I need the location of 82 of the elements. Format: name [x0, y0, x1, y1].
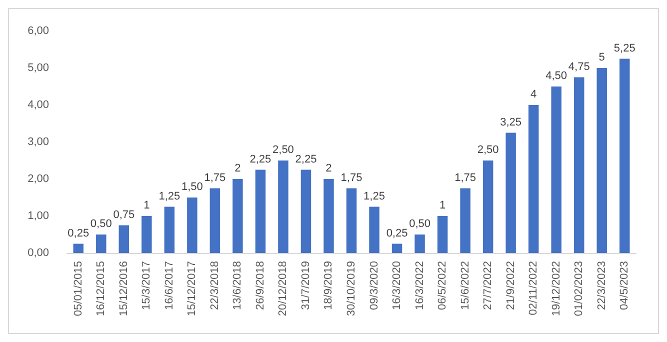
x-tick-label: 16/6/2017 — [163, 261, 176, 310]
x-tick-label: 21/9/2022 — [504, 261, 517, 310]
data-label: 1 — [144, 200, 150, 212]
bar — [506, 132, 516, 253]
x-tick-label: 09/3/2020 — [368, 261, 380, 310]
bar — [300, 170, 312, 253]
bar — [346, 188, 357, 253]
bar — [278, 160, 288, 253]
data-label: 3,25 — [500, 116, 522, 128]
bar — [392, 244, 402, 253]
x-tick-label: 16/12/2015 — [95, 261, 108, 316]
y-tick-label: 1,00 — [28, 210, 49, 222]
x-tick-label: 16/3/2022 — [414, 261, 426, 310]
bar — [210, 188, 220, 253]
y-tick-label: 3,00 — [28, 136, 49, 148]
y-tick-label: 4,00 — [28, 99, 49, 111]
y-tick-label: 5,00 — [28, 62, 49, 74]
data-label: 0,50 — [409, 218, 430, 230]
x-tick-label: 30/10/2019 — [346, 261, 358, 316]
data-label: 2 — [326, 162, 332, 174]
bar — [482, 160, 494, 253]
x-tick-label: 18/9/2019 — [322, 261, 335, 310]
bar — [164, 206, 175, 253]
bar — [118, 225, 130, 253]
x-tick-label: 19/12/2022 — [550, 261, 562, 316]
data-label: 5 — [598, 52, 605, 64]
x-tick-label: 26/9/2018 — [254, 261, 266, 310]
bar — [414, 234, 425, 253]
bar — [460, 188, 470, 253]
x-tick-label: 27/7/2022 — [482, 261, 494, 310]
bar — [232, 179, 243, 253]
bar — [96, 234, 106, 253]
data-label: 2 — [234, 162, 241, 174]
bar — [528, 105, 539, 253]
data-label: 0,50 — [90, 218, 112, 230]
bar — [574, 77, 584, 253]
data-label: 4,50 — [546, 70, 568, 82]
bar — [324, 179, 334, 253]
data-label: 2,25 — [250, 153, 272, 166]
x-tick-label: 31/7/2019 — [300, 261, 312, 310]
data-label: 4,75 — [568, 60, 590, 73]
data-label: 0,25 — [386, 227, 408, 240]
data-label: 1,75 — [454, 172, 476, 184]
data-label: 1,50 — [181, 181, 203, 193]
x-tick-label: 22/3/2018 — [208, 261, 221, 310]
x-tick-label: 15/12/2017 — [186, 261, 198, 316]
y-tick-label: 0,00 — [28, 247, 49, 259]
data-label: 4 — [530, 88, 537, 100]
data-label: 1,75 — [340, 172, 362, 184]
x-tick-label: 13/6/2018 — [232, 261, 244, 310]
bar — [551, 86, 562, 253]
data-label: 0,25 — [68, 227, 90, 240]
data-label: 5,25 — [614, 42, 636, 54]
x-tick-label: 02/11/2022 — [528, 261, 540, 316]
x-tick-label: 15/6/2022 — [459, 261, 472, 310]
data-label: 1,25 — [364, 190, 385, 202]
x-tick-label: 15/3/2017 — [140, 261, 153, 310]
data-label: 1,25 — [158, 190, 180, 202]
bar — [620, 58, 630, 253]
x-tick-label: 22/3/2023 — [596, 261, 608, 310]
x-tick-label: 01/02/2023 — [573, 261, 586, 316]
bar — [437, 216, 448, 253]
data-label: 2,50 — [477, 144, 499, 156]
bar — [187, 198, 198, 253]
x-tick-label: 15/12/2016 — [118, 261, 130, 316]
data-label: 2,25 — [295, 153, 317, 166]
bar — [255, 170, 266, 253]
bar — [142, 216, 152, 253]
y-tick-label: 6,00 — [28, 25, 49, 37]
data-label: 0,75 — [113, 208, 135, 221]
data-label: 2,50 — [272, 144, 294, 156]
x-tick-label: 05/01/2015 — [72, 261, 84, 316]
x-tick-label: 20/12/2018 — [277, 261, 290, 316]
data-label: 1,75 — [204, 172, 226, 184]
bar — [596, 68, 607, 253]
bar — [369, 206, 380, 253]
x-tick-label: 04/5/2023 — [618, 261, 631, 310]
x-tick-label: 06/5/2022 — [436, 261, 449, 310]
data-label: 1 — [439, 200, 446, 212]
bar — [73, 244, 84, 253]
y-tick-label: 2,00 — [28, 173, 49, 185]
x-tick-label: 16/3/2020 — [391, 261, 404, 310]
